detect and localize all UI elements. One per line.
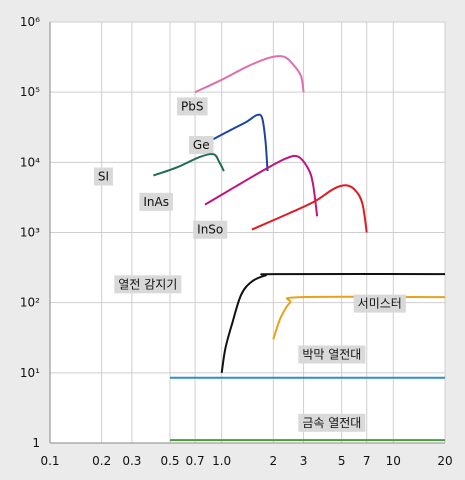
series-label-bg: [298, 345, 366, 364]
series-line-3: [204, 154, 319, 217]
y-tick-label: 10⁶: [20, 15, 40, 29]
series-label-text: 박막 열전대: [302, 348, 361, 362]
y-tick-label: 10¹: [20, 366, 40, 380]
series-line-2: [153, 153, 225, 177]
series-label-1: Ge: [188, 135, 214, 154]
x-tick-label: 7: [363, 454, 371, 468]
y-tick-label: 10⁴: [20, 155, 40, 169]
x-tick-label: 0.7: [186, 454, 205, 468]
series-line-1: [209, 113, 269, 172]
series-label-7: 박막 열전대: [298, 345, 366, 364]
series-label-bg: [139, 192, 174, 211]
x-tick-label: 2: [270, 454, 278, 468]
series-label-text: Ge: [193, 138, 210, 152]
series-line-4: [251, 184, 368, 233]
x-tick-label: 3: [300, 454, 308, 468]
series-label-6: 서미스터: [353, 294, 406, 313]
x-tick-label: 0.3: [122, 454, 141, 468]
series-label-8: 금속 열전대: [298, 413, 366, 432]
x-tick-label: 0.2: [92, 454, 111, 468]
series-label-text: SI: [98, 170, 109, 184]
x-tick-label: 0.5: [160, 454, 179, 468]
x-tick-label: 0.1: [40, 454, 59, 468]
series-label-text: 서미스터: [358, 297, 402, 311]
series-label-2: SI: [93, 167, 114, 186]
y-tick-label: 10²: [20, 296, 40, 310]
series-label-text: 열전 감지기: [118, 277, 177, 291]
series-label-text: InAs: [143, 195, 169, 209]
x-tick-label: 5: [338, 454, 346, 468]
y-tick-label: 10³: [20, 226, 40, 240]
series-label-4: InSo: [193, 220, 228, 239]
x-tick-label: 20: [437, 454, 452, 468]
series-label-bg: [193, 220, 228, 239]
series-label-bg: [93, 167, 114, 186]
series-label-text: InSo: [197, 223, 223, 237]
x-tick-label: 1.0: [212, 454, 231, 468]
y-tick-label: 1: [32, 436, 40, 450]
series-label-bg: [177, 97, 208, 116]
series-label-bg: [298, 413, 366, 432]
series-label-0: PbS: [177, 97, 208, 116]
series-label-bg: [114, 275, 182, 294]
series-label-text: PbS: [181, 99, 203, 113]
series-line-0: [194, 55, 305, 94]
series-line-5: [220, 273, 446, 373]
series-label-3: InAs: [139, 192, 174, 211]
y-tick-label: 10⁵: [20, 85, 40, 99]
series-label-5: 열전 감지기: [114, 275, 182, 294]
x-tick-label: 10: [386, 454, 401, 468]
series-label-bg: [353, 294, 406, 313]
series-label-text: 금속 열전대: [302, 416, 361, 430]
series-label-bg: [188, 135, 214, 154]
